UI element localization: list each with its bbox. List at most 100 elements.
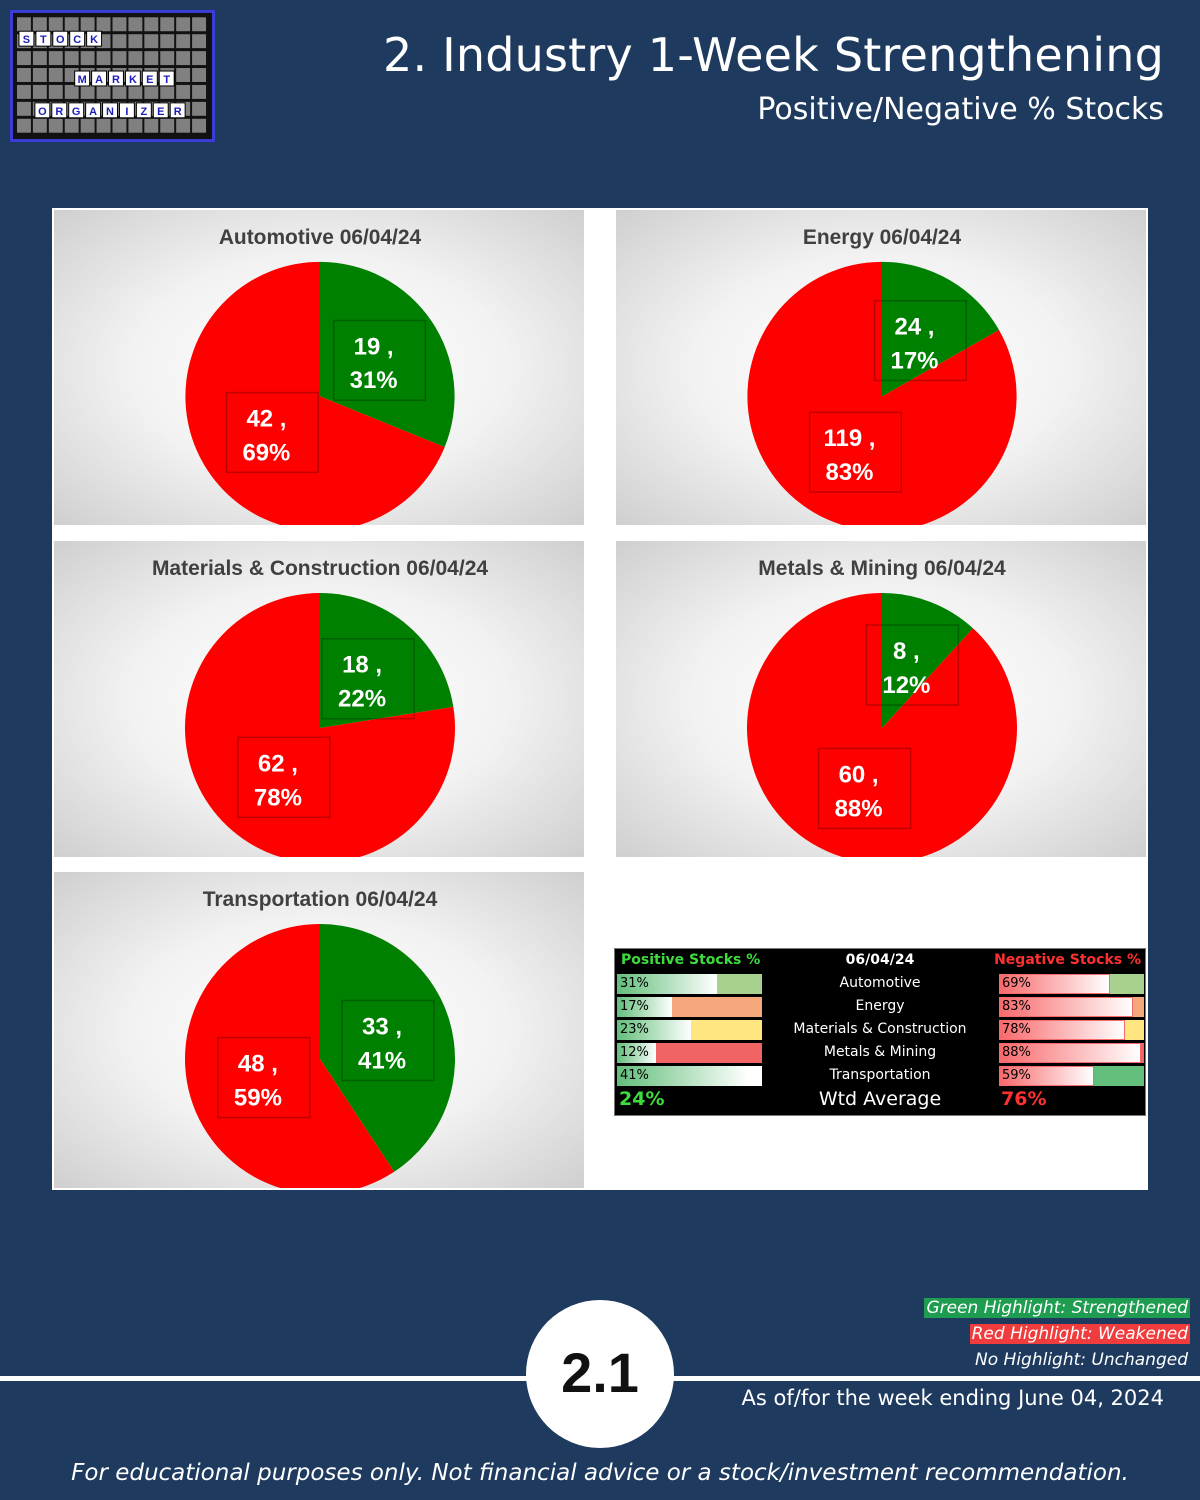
summary-row: 17% Energy 83%	[615, 996, 1145, 1018]
summary-row: 31% Automotive 69%	[615, 973, 1145, 995]
positive-bar-cell: 23%	[617, 1020, 762, 1040]
legend-red: Red Highlight: Weakened	[969, 1324, 1190, 1344]
industry-name: Materials & Construction	[793, 1021, 967, 1037]
negative-bar-fill	[999, 997, 1133, 1017]
svg-text:12%: 12%	[882, 672, 930, 699]
svg-text:24 ,: 24 ,	[895, 314, 935, 341]
svg-text:59%: 59%	[234, 1085, 282, 1112]
legend-none: No Highlight: Unchanged	[975, 1350, 1188, 1370]
positive-bar-cell: 17%	[617, 997, 762, 1017]
svg-text:M: M	[78, 74, 87, 86]
svg-text:O: O	[38, 106, 47, 118]
negative-pct: 78%	[1002, 1022, 1031, 1037]
positive-pct: 23%	[620, 1022, 649, 1037]
negative-pct: 59%	[1002, 1068, 1031, 1083]
chart-title: Materials & Construction 06/04/24	[152, 557, 488, 580]
wtd-positive: 24%	[619, 1088, 665, 1110]
svg-text:8 ,: 8 ,	[893, 638, 920, 665]
negative-bar-cell: 69%	[999, 974, 1144, 994]
svg-text:22%: 22%	[338, 686, 386, 713]
positive-bar-fill	[617, 1066, 750, 1086]
page-number: 2.1	[561, 1341, 639, 1404]
svg-text:60 ,: 60 ,	[839, 761, 879, 788]
svg-text:83%: 83%	[826, 459, 874, 486]
legend-green: Green Highlight: Strengthened	[924, 1298, 1190, 1318]
pie-slice-positive	[319, 261, 455, 448]
chart-title: Metals & Mining 06/04/24	[758, 557, 1006, 580]
data-label-negative: 119 , 83%	[808, 411, 903, 493]
negative-bar-cell: 59%	[999, 1066, 1144, 1086]
disclaimer: For educational purposes only. Not finan…	[71, 1460, 1129, 1486]
data-label-negative: 60 , 88%	[817, 747, 912, 830]
svg-text:S: S	[23, 34, 30, 46]
pie-chart-transportation: Transportation 06/04/24 33 , 41% 48 , 59%	[54, 872, 584, 1188]
svg-text:78%: 78%	[254, 784, 302, 811]
wtd-label: Wtd Average	[818, 1088, 942, 1110]
pie-slice-negative	[747, 261, 1017, 525]
svg-text:N: N	[106, 106, 114, 118]
data-label-positive: 24 , 17%	[873, 299, 968, 382]
page-title: 2. Industry 1-Week Strengthening	[383, 28, 1164, 82]
svg-text:19 ,: 19 ,	[354, 333, 394, 360]
pie-chart-metals-mining: Metals & Mining 06/04/24 8 , 12% 60 , 88%	[616, 541, 1146, 857]
negative-pct: 83%	[1002, 999, 1031, 1014]
industry-name: Energy	[855, 998, 905, 1014]
svg-text:A: A	[89, 106, 97, 118]
svg-text:119 ,: 119 ,	[824, 425, 876, 452]
negative-bar-fill	[999, 974, 1111, 994]
svg-text:42 ,: 42 ,	[246, 405, 286, 432]
negative-bar-fill	[999, 1043, 1141, 1063]
summary-row: 41% Transportation 59%	[615, 1065, 1145, 1087]
negative-pct: 88%	[1002, 1045, 1031, 1060]
summary-table: Positive Stocks % 06/04/24 Negative Stoc…	[614, 948, 1146, 1116]
svg-text:K: K	[129, 74, 137, 86]
pie-slice-positive	[320, 924, 456, 1172]
industry-name: Metals & Mining	[823, 1044, 937, 1060]
positive-bar-cell: 12%	[617, 1043, 762, 1063]
positive-bar-fill	[617, 1043, 656, 1063]
svg-text:33 ,: 33 ,	[362, 1013, 402, 1040]
page-subtitle: Positive/Negative % Stocks	[757, 92, 1164, 127]
industry-name: Transportation	[829, 1067, 931, 1083]
pie-slice-negative	[185, 924, 395, 1188]
divider-left	[0, 1376, 530, 1381]
svg-text:41%: 41%	[358, 1047, 406, 1074]
positive-bar-cell: 41%	[617, 1066, 762, 1086]
svg-text:R: R	[55, 106, 63, 118]
data-label-positive: 18 , 22%	[321, 637, 415, 720]
chart-title: Transportation 06/04/24	[203, 888, 438, 911]
svg-text:E: E	[157, 106, 164, 118]
summary-row: 12% Metals & Mining 88%	[615, 1042, 1145, 1064]
chart-title: Automotive 06/04/24	[219, 226, 422, 249]
svg-text:T: T	[163, 74, 170, 86]
svg-text:48 ,: 48 ,	[238, 1051, 278, 1078]
positive-pct: 41%	[620, 1068, 649, 1083]
industry-name: Automotive	[839, 975, 921, 991]
wtd-negative: 76%	[1001, 1088, 1047, 1110]
pie-slice-negative	[185, 593, 455, 857]
data-label-negative: 62 , 78%	[237, 736, 331, 819]
date-header: 06/04/24	[845, 952, 915, 968]
data-label-negative: 48 , 59%	[217, 1036, 311, 1119]
negative-header: Negative Stocks %	[994, 952, 1141, 968]
chart-title: Energy 06/04/24	[803, 226, 962, 249]
pie-chart-automotive: Automotive 06/04/24 19 , 31% 42 , 69%	[54, 210, 584, 525]
negative-bar-fill	[999, 1066, 1095, 1086]
pie-chart-materials-construction: Materials & Construction 06/04/24 18 , 22%…	[54, 541, 584, 857]
svg-text:E: E	[146, 74, 153, 86]
svg-text:18 ,: 18 ,	[342, 652, 382, 679]
positive-pct: 12%	[620, 1045, 649, 1060]
as-of-date: As of/for the week ending June 04, 2024	[741, 1386, 1164, 1410]
svg-text:Z: Z	[140, 106, 147, 118]
svg-text:62 ,: 62 ,	[258, 750, 298, 777]
svg-text:G: G	[72, 106, 81, 118]
pie-slice-negative	[185, 261, 445, 525]
svg-text:R: R	[174, 106, 182, 118]
negative-pct: 69%	[1002, 976, 1031, 991]
svg-text:T: T	[40, 34, 47, 46]
svg-text:K: K	[90, 34, 98, 46]
